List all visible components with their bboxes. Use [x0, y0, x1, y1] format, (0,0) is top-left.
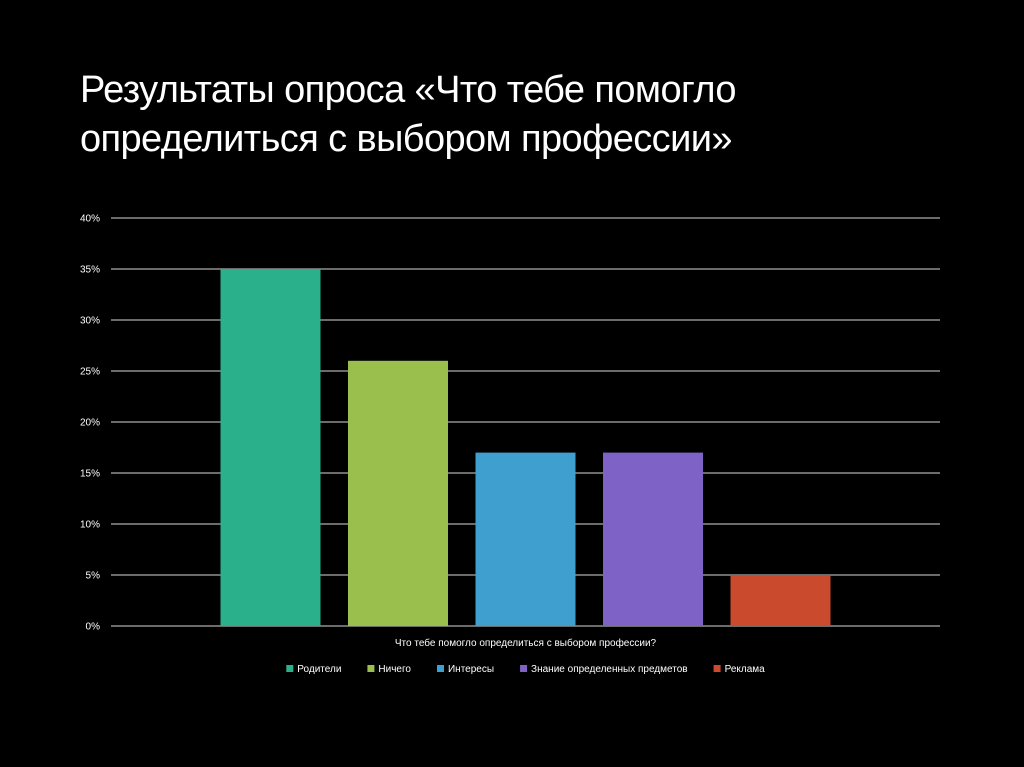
- y-tick-label: 0%: [86, 622, 101, 633]
- y-tick-label: 25%: [80, 367, 100, 378]
- legend: Родители Ничего Интересы Знание определенны…: [286, 664, 765, 675]
- legend-label: Реклама: [725, 664, 766, 675]
- y-tick-label: 30%: [80, 316, 100, 327]
- bars: [220, 269, 831, 626]
- legend-swatch: [713, 665, 721, 672]
- y-tick-label: 40%: [80, 214, 100, 225]
- bar-2: [348, 360, 448, 626]
- legend-label: Ничего: [378, 664, 411, 675]
- legend-swatch: [286, 665, 294, 672]
- y-tick-label: 20%: [80, 418, 100, 429]
- legend-label: Родители: [297, 664, 341, 675]
- y-tick-label: 5%: [86, 571, 101, 582]
- bar-3: [475, 452, 576, 626]
- legend-item-5: Реклама: [713, 664, 766, 675]
- y-tick-label: 35%: [80, 265, 100, 276]
- legend-swatch: [436, 665, 444, 672]
- slide-title: Результаты опроса «Что тебе помогло опре…: [80, 69, 737, 160]
- legend-label: Интересы: [448, 664, 494, 675]
- legend-item-1: Родители: [286, 664, 341, 675]
- y-tick-label: 15%: [80, 469, 100, 480]
- bar-5: [730, 575, 831, 626]
- legend-label: Знание определенных предметов: [531, 664, 688, 675]
- legend-swatch: [367, 665, 375, 672]
- legend-item-2: Ничего: [367, 664, 411, 675]
- legend-item-4: Знание определенных предметов: [520, 664, 688, 675]
- bar-1: [220, 269, 321, 626]
- y-tick-label: 10%: [80, 520, 100, 531]
- x-axis-title: Что тебе помогло определиться с выбором …: [395, 637, 657, 649]
- y-axis-tick-labels: 0% 5% 10% 15% 20% 25% 30% 35% 40%: [80, 214, 100, 633]
- bar-4: [603, 452, 703, 626]
- legend-item-3: Интересы: [436, 664, 494, 675]
- legend-swatch: [520, 665, 528, 672]
